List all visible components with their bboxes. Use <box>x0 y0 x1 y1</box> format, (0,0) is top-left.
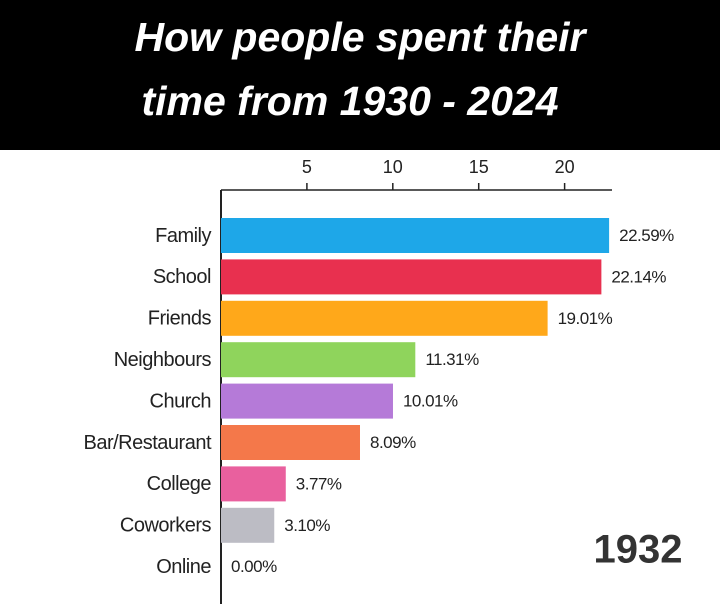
bar <box>221 383 393 419</box>
value-label: 8.09% <box>370 433 416 452</box>
bar <box>221 300 548 336</box>
bar <box>221 342 416 378</box>
y-tick-label: School <box>153 266 211 288</box>
y-tick-label: Friends <box>148 308 212 330</box>
value-label: 11.31% <box>425 350 479 369</box>
title-banner <box>0 0 720 150</box>
y-tick-label: Neighbours <box>114 349 212 371</box>
y-tick-label: Church <box>150 390 211 412</box>
value-label: 22.59% <box>619 226 674 245</box>
bar <box>221 259 602 295</box>
y-tick-label: Bar/Restaurant <box>83 432 211 454</box>
y-tick-label: Family <box>155 225 211 247</box>
x-tick-label: 10 <box>383 157 403 177</box>
bar <box>221 218 610 253</box>
x-tick-label: 15 <box>469 157 489 177</box>
bar <box>221 507 275 543</box>
y-tick-label: College <box>147 473 212 495</box>
value-label: 10.01% <box>403 392 458 411</box>
value-label: 22.14% <box>611 267 666 286</box>
y-tick-label: Coworkers <box>120 515 212 537</box>
chart-title: time from 1930 - 2024 <box>141 78 558 124</box>
value-label: 3.77% <box>296 474 342 493</box>
bar <box>221 466 286 502</box>
y-tick-label: Online <box>156 556 211 578</box>
x-tick-label: 20 <box>555 157 575 177</box>
value-label: 0.00% <box>231 557 277 576</box>
chart-title: How people spent their <box>134 14 587 60</box>
bar <box>221 425 360 460</box>
value-label: 19.01% <box>558 309 613 328</box>
x-tick-label: 5 <box>302 157 312 177</box>
year-label: 1932 <box>594 528 683 572</box>
value-label: 3.10% <box>284 516 330 535</box>
